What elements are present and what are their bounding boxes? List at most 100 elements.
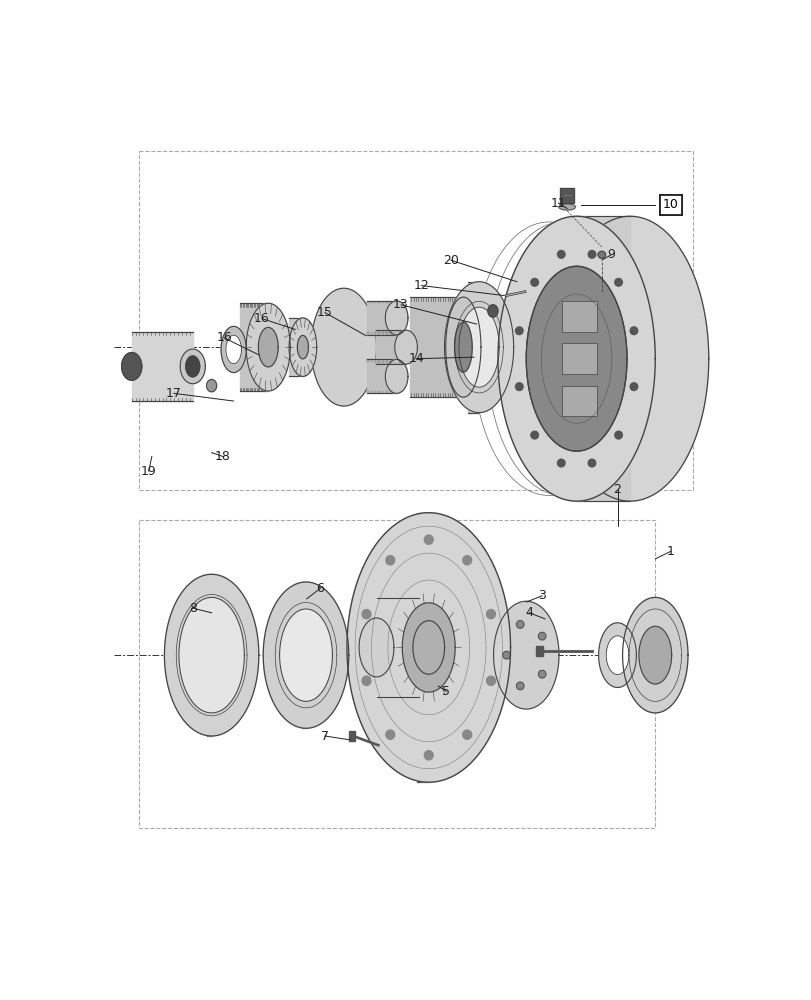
Polygon shape <box>551 216 708 501</box>
Polygon shape <box>445 297 480 397</box>
Text: 8: 8 <box>188 602 196 615</box>
Text: 5: 5 <box>442 685 450 698</box>
Bar <box>560 188 573 203</box>
Ellipse shape <box>587 251 595 258</box>
Polygon shape <box>375 330 406 364</box>
Text: 3: 3 <box>538 589 545 602</box>
Polygon shape <box>302 582 306 728</box>
Polygon shape <box>367 359 396 393</box>
Bar <box>560 188 573 203</box>
Ellipse shape <box>557 459 564 467</box>
Ellipse shape <box>385 556 394 565</box>
Polygon shape <box>410 297 463 397</box>
Text: 10: 10 <box>663 198 678 211</box>
Polygon shape <box>493 601 558 709</box>
Ellipse shape <box>538 632 545 640</box>
Ellipse shape <box>515 327 522 335</box>
Bar <box>562 343 596 374</box>
Ellipse shape <box>587 459 595 467</box>
Text: 10: 10 <box>663 198 678 211</box>
Polygon shape <box>622 597 687 713</box>
Circle shape <box>206 379 217 392</box>
Polygon shape <box>221 326 246 373</box>
Bar <box>623 387 639 413</box>
Ellipse shape <box>516 621 523 628</box>
Ellipse shape <box>516 682 523 690</box>
Polygon shape <box>122 353 142 380</box>
Ellipse shape <box>629 327 637 335</box>
Polygon shape <box>638 626 671 684</box>
Polygon shape <box>467 282 478 413</box>
Ellipse shape <box>362 676 371 685</box>
Polygon shape <box>240 303 268 391</box>
Polygon shape <box>385 359 407 393</box>
Text: 14: 14 <box>408 352 423 365</box>
Polygon shape <box>412 621 444 674</box>
Polygon shape <box>401 603 455 692</box>
Bar <box>139 520 654 828</box>
Polygon shape <box>131 332 192 401</box>
Polygon shape <box>497 216 654 501</box>
Ellipse shape <box>502 651 510 659</box>
Ellipse shape <box>462 730 471 739</box>
Bar <box>623 302 639 328</box>
Polygon shape <box>444 282 513 413</box>
Polygon shape <box>297 335 308 359</box>
Ellipse shape <box>462 556 471 565</box>
Polygon shape <box>385 301 407 335</box>
Bar <box>562 301 596 332</box>
Text: 12: 12 <box>413 279 428 292</box>
Polygon shape <box>458 307 499 387</box>
Text: 9: 9 <box>607 248 615 261</box>
Polygon shape <box>289 318 316 376</box>
Text: 19: 19 <box>140 465 157 478</box>
Text: 6: 6 <box>316 582 324 595</box>
Polygon shape <box>225 335 241 364</box>
Polygon shape <box>289 318 303 376</box>
Ellipse shape <box>424 751 432 760</box>
Polygon shape <box>246 303 290 391</box>
Text: 18: 18 <box>215 450 230 463</box>
Ellipse shape <box>629 383 637 391</box>
Polygon shape <box>526 266 626 451</box>
Text: 16: 16 <box>254 312 269 325</box>
Text: 13: 13 <box>393 298 409 311</box>
Ellipse shape <box>557 251 564 258</box>
Ellipse shape <box>424 535 432 544</box>
Text: 17: 17 <box>165 387 182 400</box>
Polygon shape <box>311 288 376 406</box>
Text: 16: 16 <box>216 331 232 344</box>
Polygon shape <box>165 574 259 736</box>
Polygon shape <box>263 582 349 728</box>
Polygon shape <box>376 598 418 697</box>
Ellipse shape <box>362 610 371 619</box>
Text: 7: 7 <box>320 730 328 742</box>
Text: 20: 20 <box>442 254 458 267</box>
Ellipse shape <box>385 730 394 739</box>
Polygon shape <box>454 322 471 372</box>
Polygon shape <box>346 513 510 782</box>
Ellipse shape <box>530 431 538 439</box>
Polygon shape <box>207 574 212 736</box>
Ellipse shape <box>614 431 621 439</box>
Ellipse shape <box>558 204 575 210</box>
Ellipse shape <box>515 383 522 391</box>
Polygon shape <box>178 597 244 713</box>
Bar <box>623 345 639 370</box>
Ellipse shape <box>486 610 495 619</box>
Text: 1: 1 <box>667 545 674 558</box>
Ellipse shape <box>538 670 545 678</box>
Ellipse shape <box>530 278 538 286</box>
Ellipse shape <box>597 251 605 258</box>
Text: 15: 15 <box>316 306 333 319</box>
Bar <box>349 731 354 741</box>
Text: 2: 2 <box>613 483 620 496</box>
Polygon shape <box>417 513 428 782</box>
Ellipse shape <box>614 278 621 286</box>
Bar <box>536 646 542 656</box>
Polygon shape <box>279 609 332 701</box>
Polygon shape <box>606 636 628 675</box>
Text: 4: 4 <box>525 606 533 619</box>
Polygon shape <box>526 266 626 451</box>
Polygon shape <box>367 301 396 335</box>
